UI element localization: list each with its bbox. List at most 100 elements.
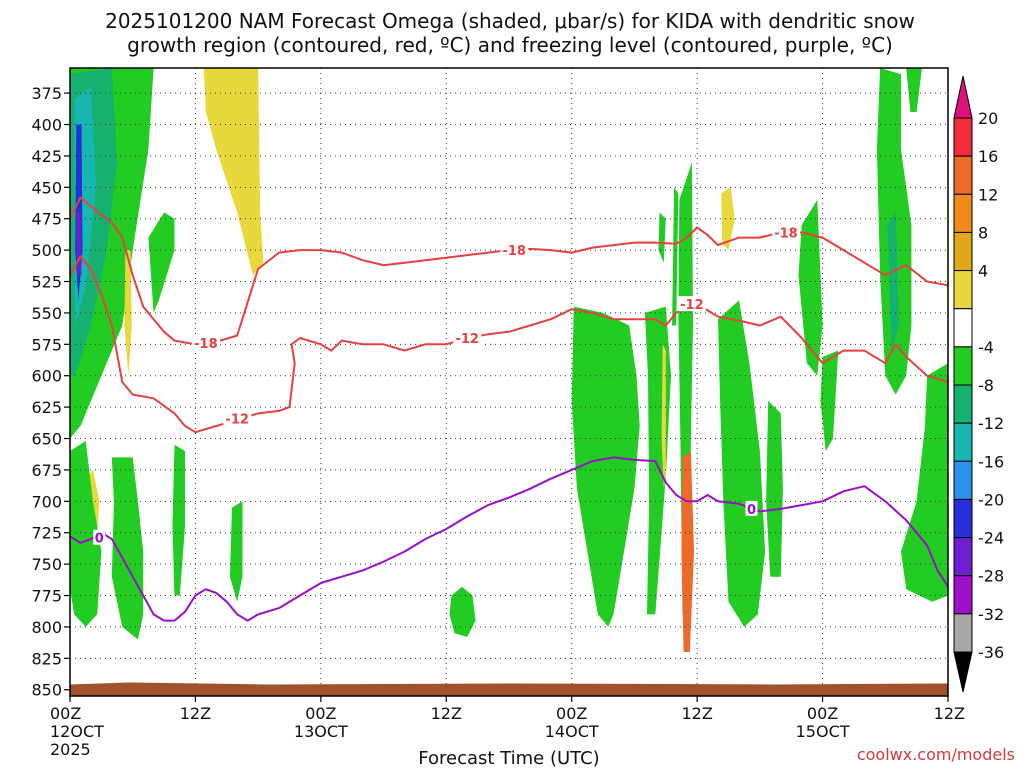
colorbar-bottom-arrow — [953, 651, 973, 693]
contour-freezing-level-0C — [69, 456, 949, 622]
omega-region-green-spike-upper — [672, 187, 679, 326]
colorbar: 20 16 12 8 4 -4 -8 -12 -16 -20 -24 -28 -32 -36 — [953, 75, 1004, 693]
colorbar-label-3: 8 — [978, 223, 988, 242]
contour-label-bg-3 — [223, 410, 252, 426]
colorbar-swatch-10 — [953, 498, 973, 539]
x-tick-label-24: 00Z — [305, 704, 336, 723]
omega-region-green-far-right-low — [901, 363, 948, 602]
colorbar-swatch-3 — [953, 231, 973, 272]
colorbar-swatch-7 — [953, 384, 973, 424]
y-tick-label-775: 775 — [31, 587, 62, 606]
omega-region-teal-right-patch — [887, 212, 899, 351]
colorbar-label-6: -8 — [978, 376, 994, 395]
contour-label-bg-6 — [93, 529, 106, 545]
contour-label-0: -18 — [194, 337, 218, 352]
omega-shaded-regions — [70, 68, 948, 652]
x-tick-date-48: 14OCT — [545, 722, 599, 741]
omega-region-lower-green-1 — [111, 457, 144, 640]
omega-region-yellow-top-center — [721, 187, 735, 251]
y-tick-label-600: 600 — [31, 367, 62, 386]
contour-label-bg-4 — [453, 330, 482, 346]
colorbar-label-12: -32 — [978, 605, 1004, 624]
contour-label-2: -18 — [774, 227, 798, 242]
colorbar-label-0: 20 — [978, 109, 998, 128]
contour-label-4: -12 — [455, 332, 479, 347]
y-tick-label-450: 450 — [31, 178, 62, 197]
y-tick-label-400: 400 — [31, 116, 62, 135]
colorbar-swatch-1 — [953, 155, 973, 195]
y-tick-label-850: 850 — [31, 681, 62, 700]
x-axis-label: Forecast Time (UTC) — [418, 748, 599, 768]
x-tick-date-24: 13OCT — [294, 722, 348, 741]
contour-label-1: -18 — [502, 244, 526, 259]
colorbar-label-4: 4 — [978, 262, 988, 281]
y-tick-label-525: 525 — [31, 273, 62, 292]
plot-frame — [69, 67, 949, 697]
colorbar-swatch-13 — [953, 613, 973, 653]
colorbar-label-11: -28 — [978, 567, 1004, 586]
x-tick-label-60: 12Z — [681, 704, 712, 723]
x-tick-label-0: 00Z — [50, 704, 81, 723]
y-axis-ticks: 375 400 425 450 475 500 525 550 575 600 625 650 675 7… — [31, 84, 70, 700]
colorbar-swatch-6 — [953, 346, 973, 386]
x-tick-label-48: 00Z — [556, 704, 587, 723]
omega-region-green-blob-mid — [449, 586, 476, 637]
colorbar-top-arrow — [953, 75, 973, 119]
y-tick-label-700: 700 — [31, 492, 62, 511]
omega-region-big-green-center — [571, 306, 640, 627]
omega-region-lower-left-green — [70, 441, 102, 627]
contour-label-bg-1 — [500, 242, 529, 258]
y-tick-label-725: 725 — [31, 524, 62, 543]
contour-label-7: 0 — [747, 503, 756, 518]
colorbar-label-1: 16 — [978, 147, 998, 166]
credit-text: coolwx.com/models — [857, 745, 1015, 764]
chart-title-line2: growth region (contoured, red, ºC) and f… — [127, 33, 893, 57]
chart-title-line1: 2025101200 NAM Forecast Omega (shaded, μ… — [105, 9, 915, 33]
colorbar-swatch-2 — [953, 193, 973, 233]
y-tick-label-800: 800 — [31, 618, 62, 637]
colorbar-label-13: -36 — [978, 643, 1004, 662]
colorbar-label-5: -4 — [978, 338, 994, 357]
year-label: 2025 — [50, 740, 91, 759]
x-tick-label-84: 12Z — [934, 704, 965, 723]
y-tick-label-375: 375 — [31, 84, 62, 103]
omega-region-green-right-3 — [798, 199, 823, 376]
contour-label-bg-2 — [771, 224, 800, 240]
colorbar-label-9: -20 — [978, 490, 1004, 509]
omega-region-green-right-4 — [820, 350, 839, 452]
omega-region-yellow-spike-center — [661, 344, 666, 489]
y-tick-label-650: 650 — [31, 430, 62, 449]
contour-labels: -18 -18 -18 -12 -12 -12 0 0 — [93, 224, 800, 547]
colorbar-label-8: -16 — [978, 452, 1004, 471]
x-tick-label-12: 12Z — [180, 704, 211, 723]
terrain-fill — [70, 682, 948, 696]
plot-background — [70, 68, 948, 696]
terrain-ground — [70, 682, 948, 696]
omega-region-left-green-475 — [148, 212, 175, 313]
contour-label-bg-7 — [745, 500, 758, 516]
omega-region-lower-green-3 — [229, 501, 243, 602]
y-tick-label-825: 825 — [31, 649, 62, 668]
colorbar-swatch-5 — [953, 308, 973, 348]
colorbar-swatch-9 — [953, 460, 973, 500]
contour-label-bg-5 — [677, 296, 706, 312]
omega-region-lower-green-2 — [172, 444, 185, 596]
x-tick-date-72: 15OCT — [796, 722, 850, 741]
x-tick-label-72: 00Z — [807, 704, 838, 723]
y-tick-label-550: 550 — [31, 304, 62, 323]
omega-region-green-far-right-top — [906, 68, 922, 112]
colorbar-swatch-0 — [953, 117, 973, 157]
omega-region-green-right-1 — [718, 300, 766, 627]
omega-region-upper-left-purple — [76, 212, 82, 276]
y-tick-label-625: 625 — [31, 398, 62, 417]
x-tick-label-36: 12Z — [431, 704, 462, 723]
y-tick-label-475: 475 — [31, 210, 62, 229]
colorbar-label-2: 12 — [978, 185, 998, 204]
y-tick-label-750: 750 — [31, 555, 62, 574]
colorbar-swatch-8 — [953, 422, 973, 462]
contour-label-6: 0 — [95, 532, 104, 547]
colorbar-swatch-4 — [953, 270, 973, 310]
colorbar-label-10: -24 — [978, 529, 1004, 548]
